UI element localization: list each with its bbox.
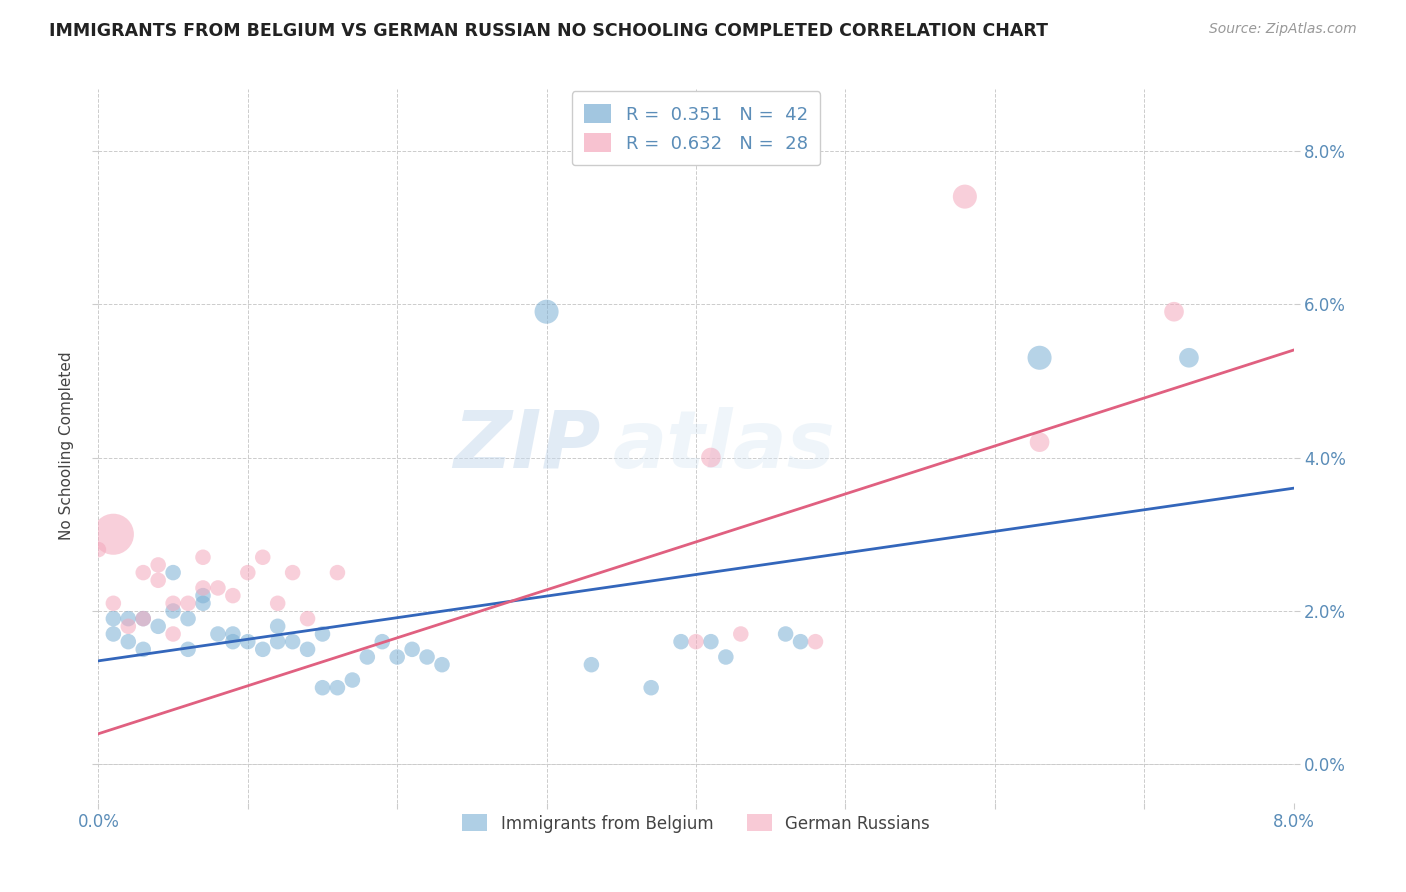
Legend: Immigrants from Belgium, German Russians: Immigrants from Belgium, German Russians	[454, 806, 938, 841]
Point	[162, 596, 184, 610]
Point	[1178, 351, 1201, 365]
Point	[953, 189, 976, 203]
Text: atlas: atlas	[613, 407, 835, 485]
Point	[267, 596, 290, 610]
Point	[117, 612, 139, 626]
Point	[669, 634, 692, 648]
Point	[191, 581, 214, 595]
Point	[640, 681, 662, 695]
Point	[177, 612, 200, 626]
Point	[103, 612, 125, 626]
Point	[730, 627, 752, 641]
Point	[103, 527, 125, 541]
Point	[281, 566, 304, 580]
Point	[1028, 435, 1050, 450]
Point	[162, 604, 184, 618]
Point	[222, 627, 245, 641]
Point	[132, 612, 155, 626]
Point	[177, 596, 200, 610]
Point	[162, 627, 184, 641]
Point	[700, 450, 723, 465]
Point	[371, 634, 394, 648]
Point	[191, 596, 214, 610]
Point	[714, 650, 737, 665]
Point	[297, 642, 319, 657]
Point	[103, 627, 125, 641]
Point	[252, 550, 274, 565]
Point	[1028, 351, 1050, 365]
Y-axis label: No Schooling Completed: No Schooling Completed	[59, 351, 75, 541]
Point	[297, 612, 319, 626]
Point	[1163, 304, 1185, 318]
Point	[775, 627, 797, 641]
Point	[207, 581, 229, 595]
Point	[311, 627, 333, 641]
Point	[236, 634, 259, 648]
Point	[311, 681, 333, 695]
Point	[132, 566, 155, 580]
Point	[267, 619, 290, 633]
Point	[281, 634, 304, 648]
Point	[342, 673, 364, 687]
Point	[356, 650, 378, 665]
Point	[401, 642, 423, 657]
Point	[685, 634, 707, 648]
Point	[191, 550, 214, 565]
Text: ZIP: ZIP	[453, 407, 600, 485]
Point	[536, 304, 558, 318]
Point	[87, 542, 110, 557]
Point	[117, 634, 139, 648]
Point	[326, 681, 349, 695]
Point	[191, 589, 214, 603]
Point	[148, 574, 170, 588]
Point	[789, 634, 811, 648]
Point	[236, 566, 259, 580]
Point	[103, 596, 125, 610]
Text: Source: ZipAtlas.com: Source: ZipAtlas.com	[1209, 22, 1357, 37]
Point	[207, 627, 229, 641]
Point	[132, 642, 155, 657]
Text: IMMIGRANTS FROM BELGIUM VS GERMAN RUSSIAN NO SCHOOLING COMPLETED CORRELATION CHA: IMMIGRANTS FROM BELGIUM VS GERMAN RUSSIA…	[49, 22, 1049, 40]
Point	[252, 642, 274, 657]
Point	[162, 566, 184, 580]
Point	[148, 619, 170, 633]
Point	[804, 634, 827, 648]
Point	[222, 589, 245, 603]
Point	[117, 619, 139, 633]
Point	[326, 566, 349, 580]
Point	[148, 558, 170, 572]
Point	[132, 612, 155, 626]
Point	[177, 642, 200, 657]
Point	[430, 657, 453, 672]
Point	[385, 650, 409, 665]
Point	[222, 634, 245, 648]
Point	[581, 657, 603, 672]
Point	[267, 634, 290, 648]
Point	[416, 650, 439, 665]
Point	[700, 634, 723, 648]
